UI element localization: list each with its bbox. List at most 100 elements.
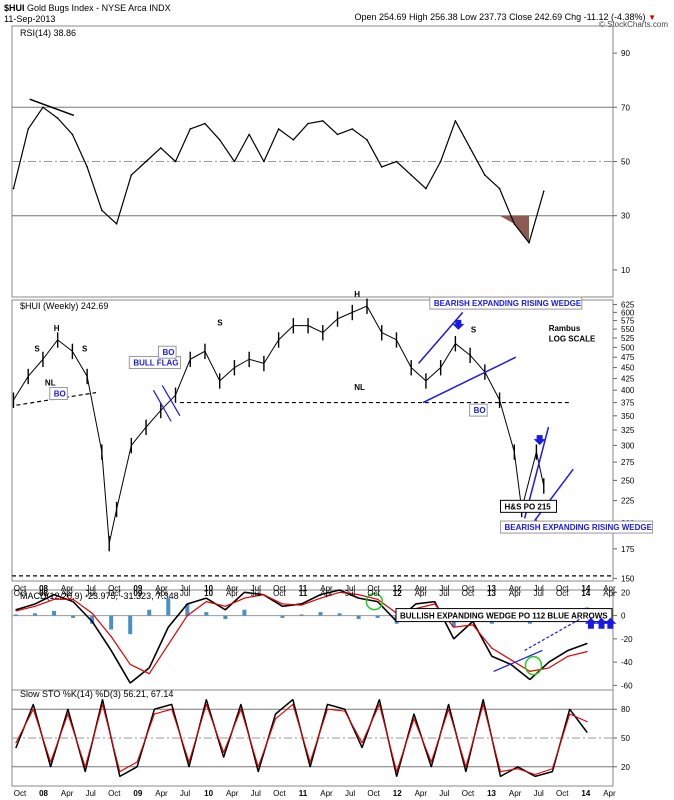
x-axis-tick-label: Jul — [180, 589, 190, 598]
x-axis-tick-label: Oct — [556, 584, 569, 593]
macd-green-circle-bottom — [524, 655, 543, 676]
annotation-box — [500, 499, 558, 513]
sto-point-1 — [101, 703, 104, 706]
x-axis-tick-label: 10 — [204, 789, 213, 798]
macd-series-segment-0 — [91, 620, 112, 651]
x-axis-tick-label: Apr — [320, 584, 333, 593]
sto-series-segment-0 — [154, 703, 172, 710]
sto-point-0 — [223, 756, 225, 758]
macd-series-segment-0 — [15, 603, 36, 611]
annotation-box — [49, 387, 68, 401]
price-line-segment — [234, 358, 250, 369]
x-axis-tick-label: Apr — [61, 589, 74, 598]
sto-series-segment-1 — [275, 703, 294, 720]
sto-point-1 — [223, 751, 225, 754]
macd-tick-label: 0 — [621, 612, 626, 621]
sto-point-1 — [482, 703, 484, 706]
x-axis-tick-label: 12 — [393, 584, 402, 593]
macd-point-1 — [186, 614, 188, 617]
macd-series-segment-1 — [567, 651, 588, 657]
price-line-segment — [71, 350, 88, 377]
macd-point-1 — [281, 603, 284, 605]
x-axis-tick-label: 09 — [133, 589, 142, 598]
sto-point-1 — [396, 771, 398, 773]
rsi-point — [159, 147, 162, 149]
macd-histogram-bar — [128, 615, 133, 635]
x-axis-tick-label: 09 — [133, 584, 142, 593]
macd-histogram-bar — [71, 615, 76, 618]
sto-series-segment-1 — [101, 704, 121, 772]
panel-frame-macd — [11, 589, 614, 691]
x-axis-tick-label: 11 — [299, 789, 308, 798]
sto-point-0 — [396, 775, 398, 778]
bull-flag-line-1 — [152, 389, 172, 422]
macd-point-0 — [15, 609, 17, 611]
x-axis-tick-label: 10 — [204, 589, 213, 598]
sto-series-segment-0 — [569, 708, 588, 733]
sto-point-0 — [274, 713, 277, 715]
rsi-line-segment — [204, 123, 221, 141]
macd-histogram-bar — [204, 612, 209, 616]
macd-annotation-box — [395, 608, 613, 623]
rsi-point — [366, 139, 368, 141]
macd-point-0 — [72, 601, 74, 603]
macd-series-segment-1 — [472, 624, 493, 649]
macd-tick-label: -40 — [621, 658, 633, 667]
sto-series-segment-1 — [15, 708, 34, 744]
macd-green-circle-top — [365, 592, 384, 611]
sto-point-0 — [32, 703, 34, 706]
annotation-box — [469, 403, 488, 417]
sto-point-0 — [153, 708, 156, 710]
rsi-line-segment — [499, 188, 515, 225]
macd-point-1 — [72, 598, 74, 600]
macd-point-0 — [319, 594, 322, 596]
x-axis-tick-label: Apr — [226, 789, 239, 798]
rsi-line-segment — [278, 128, 294, 141]
macd-point-0 — [300, 603, 303, 605]
sto-series-segment-1 — [257, 718, 277, 767]
rsi-point — [42, 106, 44, 109]
x-axis-tick-label: Apr — [603, 589, 616, 598]
sto-series-segment-1 — [84, 704, 104, 767]
annotation-text: LOG SCALE — [549, 335, 596, 344]
annotation-text: H&S PO 215 — [505, 502, 552, 511]
macd-histogram-bar — [318, 612, 323, 616]
macd-series-segment-1 — [72, 598, 93, 614]
macd-point-0 — [129, 682, 131, 684]
x-axis-tick-label: Jul — [345, 589, 355, 598]
annotation-box — [500, 520, 654, 534]
sto-point-1 — [136, 761, 138, 763]
rsi-line-segment — [130, 161, 147, 176]
macd-histogram-bar — [52, 610, 57, 616]
macd-series-segment-0 — [53, 593, 74, 603]
x-axis-tick-label: Jul — [180, 789, 190, 798]
macd-histogram-bar — [280, 615, 285, 618]
price-line-segment — [440, 343, 456, 368]
macd-series-segment-1 — [244, 594, 264, 599]
rsi-point — [380, 166, 383, 168]
sto-point-1 — [569, 713, 571, 715]
header-quote: Open 254.69 High 256.38 Low 237.73 Close… — [355, 12, 656, 22]
price-line-segment — [381, 332, 397, 341]
price-tick-label: 600 — [621, 308, 635, 317]
rsi-point — [307, 122, 309, 125]
header-symbol: $HUI — [4, 3, 25, 13]
annotation-text: S — [34, 344, 40, 353]
price-line-segment — [278, 325, 294, 341]
macd-point-0 — [167, 626, 169, 628]
macd-series-segment-1 — [415, 603, 435, 610]
x-axis-tick-label: Apr — [320, 589, 333, 598]
macd-point-0 — [491, 655, 493, 657]
rsi-point — [454, 120, 457, 122]
macd-series-segment-1 — [339, 591, 359, 596]
macd-series-segment-0 — [187, 597, 207, 605]
macd-point-1 — [224, 605, 226, 607]
header-name: Gold Bugs Index - NYSE Arca INDX — [27, 3, 171, 13]
rsi-point — [528, 242, 530, 244]
macd-series-segment-0 — [567, 642, 588, 652]
price-line-segment — [116, 445, 132, 510]
sto-series-segment-1 — [378, 704, 398, 772]
macd-series-segment-1 — [282, 603, 302, 606]
annotation-text: BEARISH EXPANDING RISING WEDGE — [434, 299, 582, 308]
x-axis-tick-label: Oct — [14, 589, 27, 598]
